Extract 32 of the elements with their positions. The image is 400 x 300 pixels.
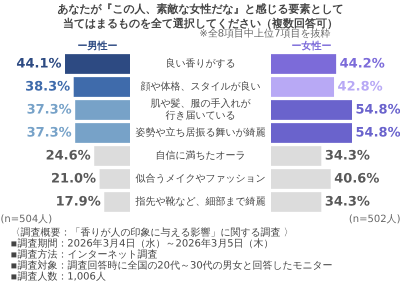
y-tick-label: 指先や靴など、細部まで綺麗 [134,196,266,208]
text: ▪調査人数：1,006人 [10,270,106,282]
y-tick-label: 自信に満ちたオーラ [156,150,246,162]
data-label: 37.3% [26,102,72,118]
series-label: ー男性ー [78,40,118,52]
data-label: 24.6% [46,148,91,164]
text: ※全8項目中上位7項目を抜粋 [199,28,331,40]
data-label: 54.8% [356,102,400,118]
data-label: 21.0% [50,172,96,186]
y-tick-label: 肌や髪、服の手入れが行き届いている [150,97,252,122]
data-label: 37.3% [26,126,72,140]
data-label: 38.3% [25,80,70,94]
y-tick-label: 似合うメイクやファッション [136,172,266,184]
data-label: 40.6% [334,172,380,186]
annotation: (n=502人) [348,214,400,225]
text: ▪調査方法：インターネット調査 [10,248,158,260]
text: ▪調査対象：調査回答時に全国の20代～30代の男女と回答したモニター [10,260,333,272]
data-label: 44.2% [340,56,385,72]
y-tick-label: 良い香りがする [166,58,236,70]
y-tick-label: 姿勢や立ち居振る舞いが綺麗 [136,126,266,138]
y-tick-label: 顔や体格、スタイルが良い [140,80,260,92]
series-label: ー女性ー [292,40,332,52]
text: あなたが『この人、素敵な女性だな』と感じる要素として当てはまるものを全て選択してください（複数回答可） [58,2,344,30]
data-label: 34.3% [324,194,370,210]
text: ▪調査期間：2026年3月4日（水）～2026年3月5日（木） [10,238,274,250]
data-label: 17.9% [56,194,101,210]
data-label: 42.8% [338,80,383,94]
text: (n=504人) [0,214,52,225]
data-label: 44.1% [16,56,62,72]
data-label: 54.8% [356,126,400,140]
text: 〈調査概要：「香りが人の印象に与える影響」に関する調査 〉 [10,226,294,238]
data-label: 34.3% [324,148,370,164]
